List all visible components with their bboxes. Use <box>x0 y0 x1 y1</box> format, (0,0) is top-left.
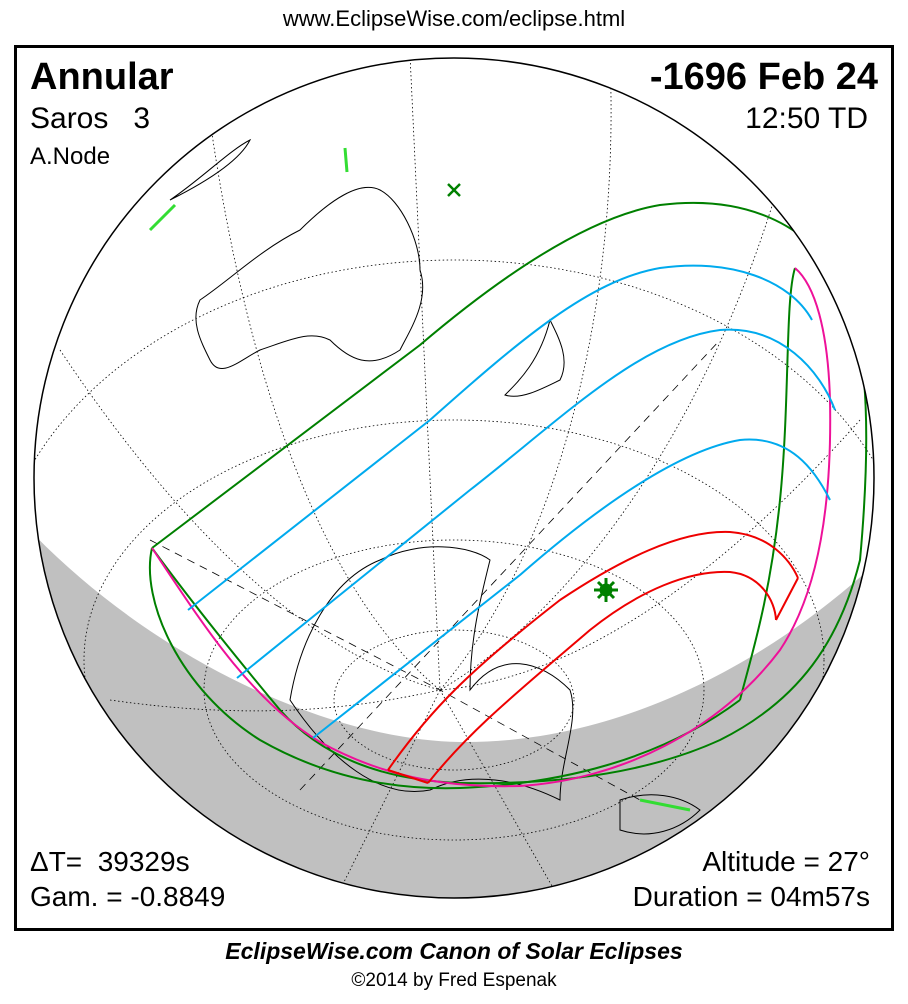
south-america-coast <box>619 794 701 835</box>
copyright: ©2014 by Fred Espenak <box>351 970 557 991</box>
subsolar-marker <box>447 183 461 197</box>
eclipse-date: -1696 Feb 24 <box>649 56 878 98</box>
node-label: A.Node <box>30 143 111 170</box>
saros-number: Saros 3 <box>30 102 151 135</box>
eclipse-time: 12:50 TD <box>745 102 868 135</box>
graticule <box>34 58 874 898</box>
penumbral-limit-inner <box>148 267 796 790</box>
altitude: Altitude = 27° <box>702 846 870 877</box>
central-path <box>387 530 799 784</box>
papua-coast <box>169 138 252 201</box>
eclipse-type: Annular <box>30 56 174 98</box>
map-frame <box>14 45 894 931</box>
duration: Duration = 04m57s <box>632 881 870 912</box>
australia-coast <box>195 186 424 370</box>
antarctica-coast <box>289 546 574 801</box>
ecliptic-line <box>149 539 641 801</box>
delta-t: ΔT= 39329s <box>30 846 190 877</box>
url-header: www.EclipseWise.com/eclipse.html <box>282 6 626 31</box>
central-line <box>299 339 721 791</box>
penumbral-limit-outer <box>151 201 868 785</box>
canon-title: EclipseWise.com Canon of Solar Eclipses <box>225 938 683 964</box>
gamma: Gam. = -0.8849 <box>30 881 226 912</box>
greatest-eclipse-marker <box>594 578 618 602</box>
globe-outline <box>33 57 875 899</box>
coastlines <box>169 138 701 835</box>
new-zealand-coast <box>504 318 565 397</box>
penumbral-magnitude-curves <box>187 264 836 739</box>
